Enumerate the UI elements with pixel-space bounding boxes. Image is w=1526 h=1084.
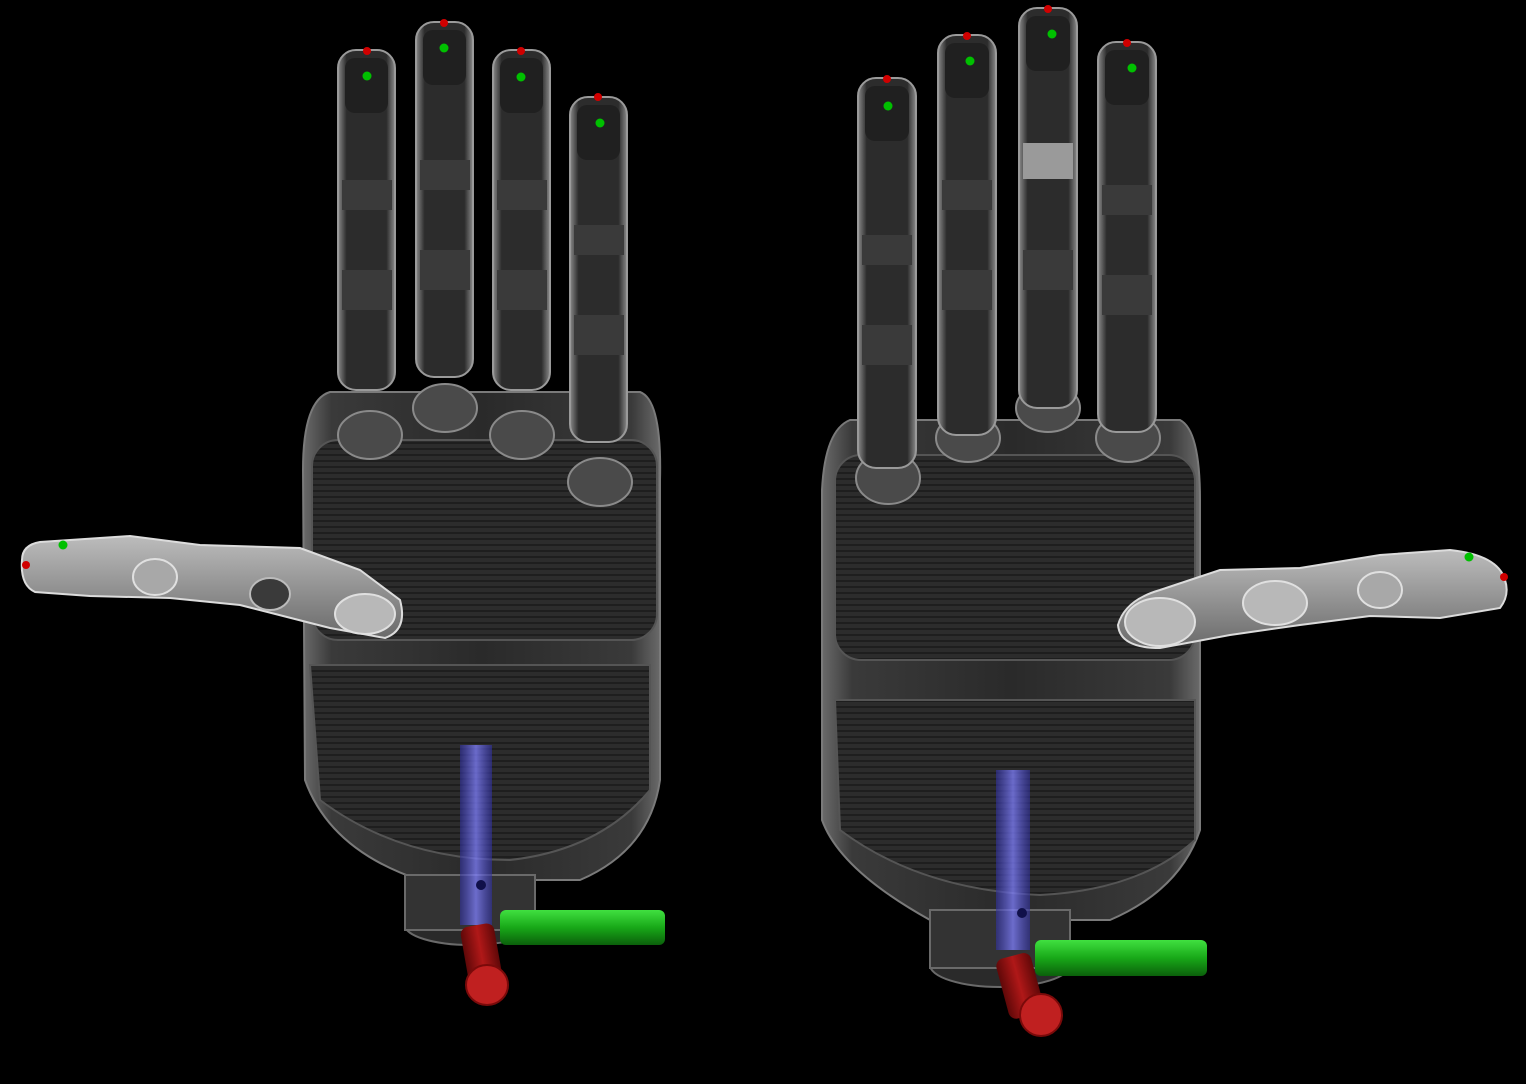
- marker-pad-icon: [362, 71, 372, 81]
- right-finger-little[interactable]: [857, 77, 917, 469]
- marker-tip-icon: [963, 32, 971, 40]
- marker-tip-icon: [1123, 39, 1131, 47]
- right-fingertip-markers: [883, 5, 1508, 581]
- marker-tip-icon: [517, 47, 525, 55]
- marker-pad-icon: [1047, 29, 1057, 39]
- marker-pad-icon: [595, 118, 605, 128]
- marker-tip-icon: [883, 75, 891, 83]
- axis-z: [996, 770, 1030, 950]
- right-palm-pad: [834, 454, 1196, 661]
- axis-x-cap: [465, 964, 509, 1006]
- axis-y: [500, 910, 665, 945]
- marker-pad-icon: [439, 43, 449, 53]
- right-hand[interactable]: [821, 5, 1508, 1037]
- left-axes-gizmo[interactable]: [459, 745, 665, 1006]
- axis-x-cap: [1019, 993, 1063, 1037]
- marker-tip-icon: [22, 561, 30, 569]
- left-finger-ring[interactable]: [492, 49, 551, 391]
- left-thumb[interactable]: [20, 534, 404, 640]
- marker-tip-icon: [1044, 5, 1052, 13]
- axis-y: [1035, 940, 1207, 976]
- left-finger-index[interactable]: [337, 49, 396, 391]
- right-finger-ring[interactable]: [937, 34, 997, 436]
- marker-pad-icon: [883, 101, 893, 111]
- marker-pad-icon: [965, 56, 975, 66]
- marker-pad-icon: [1464, 552, 1474, 562]
- marker-tip-icon: [363, 47, 371, 55]
- right-thumb[interactable]: [1116, 548, 1508, 650]
- axis-z: [460, 745, 492, 925]
- marker-pad-icon: [1127, 63, 1137, 73]
- left-fingertip-markers: [22, 19, 605, 569]
- right-finger-index[interactable]: [1097, 41, 1157, 433]
- marker-pad-icon: [516, 72, 526, 82]
- marker-tip-icon: [440, 19, 448, 27]
- left-knuckles: [337, 383, 633, 507]
- right-finger-middle[interactable]: [1018, 7, 1078, 409]
- left-finger-little[interactable]: [569, 96, 628, 443]
- left-finger-middle[interactable]: [415, 21, 474, 378]
- marker-tip-icon: [594, 93, 602, 101]
- marker-tip-icon: [1500, 573, 1508, 581]
- marker-pad-icon: [58, 540, 68, 550]
- left-hand[interactable]: [20, 19, 665, 1006]
- right-axes-gizmo[interactable]: [995, 770, 1207, 1037]
